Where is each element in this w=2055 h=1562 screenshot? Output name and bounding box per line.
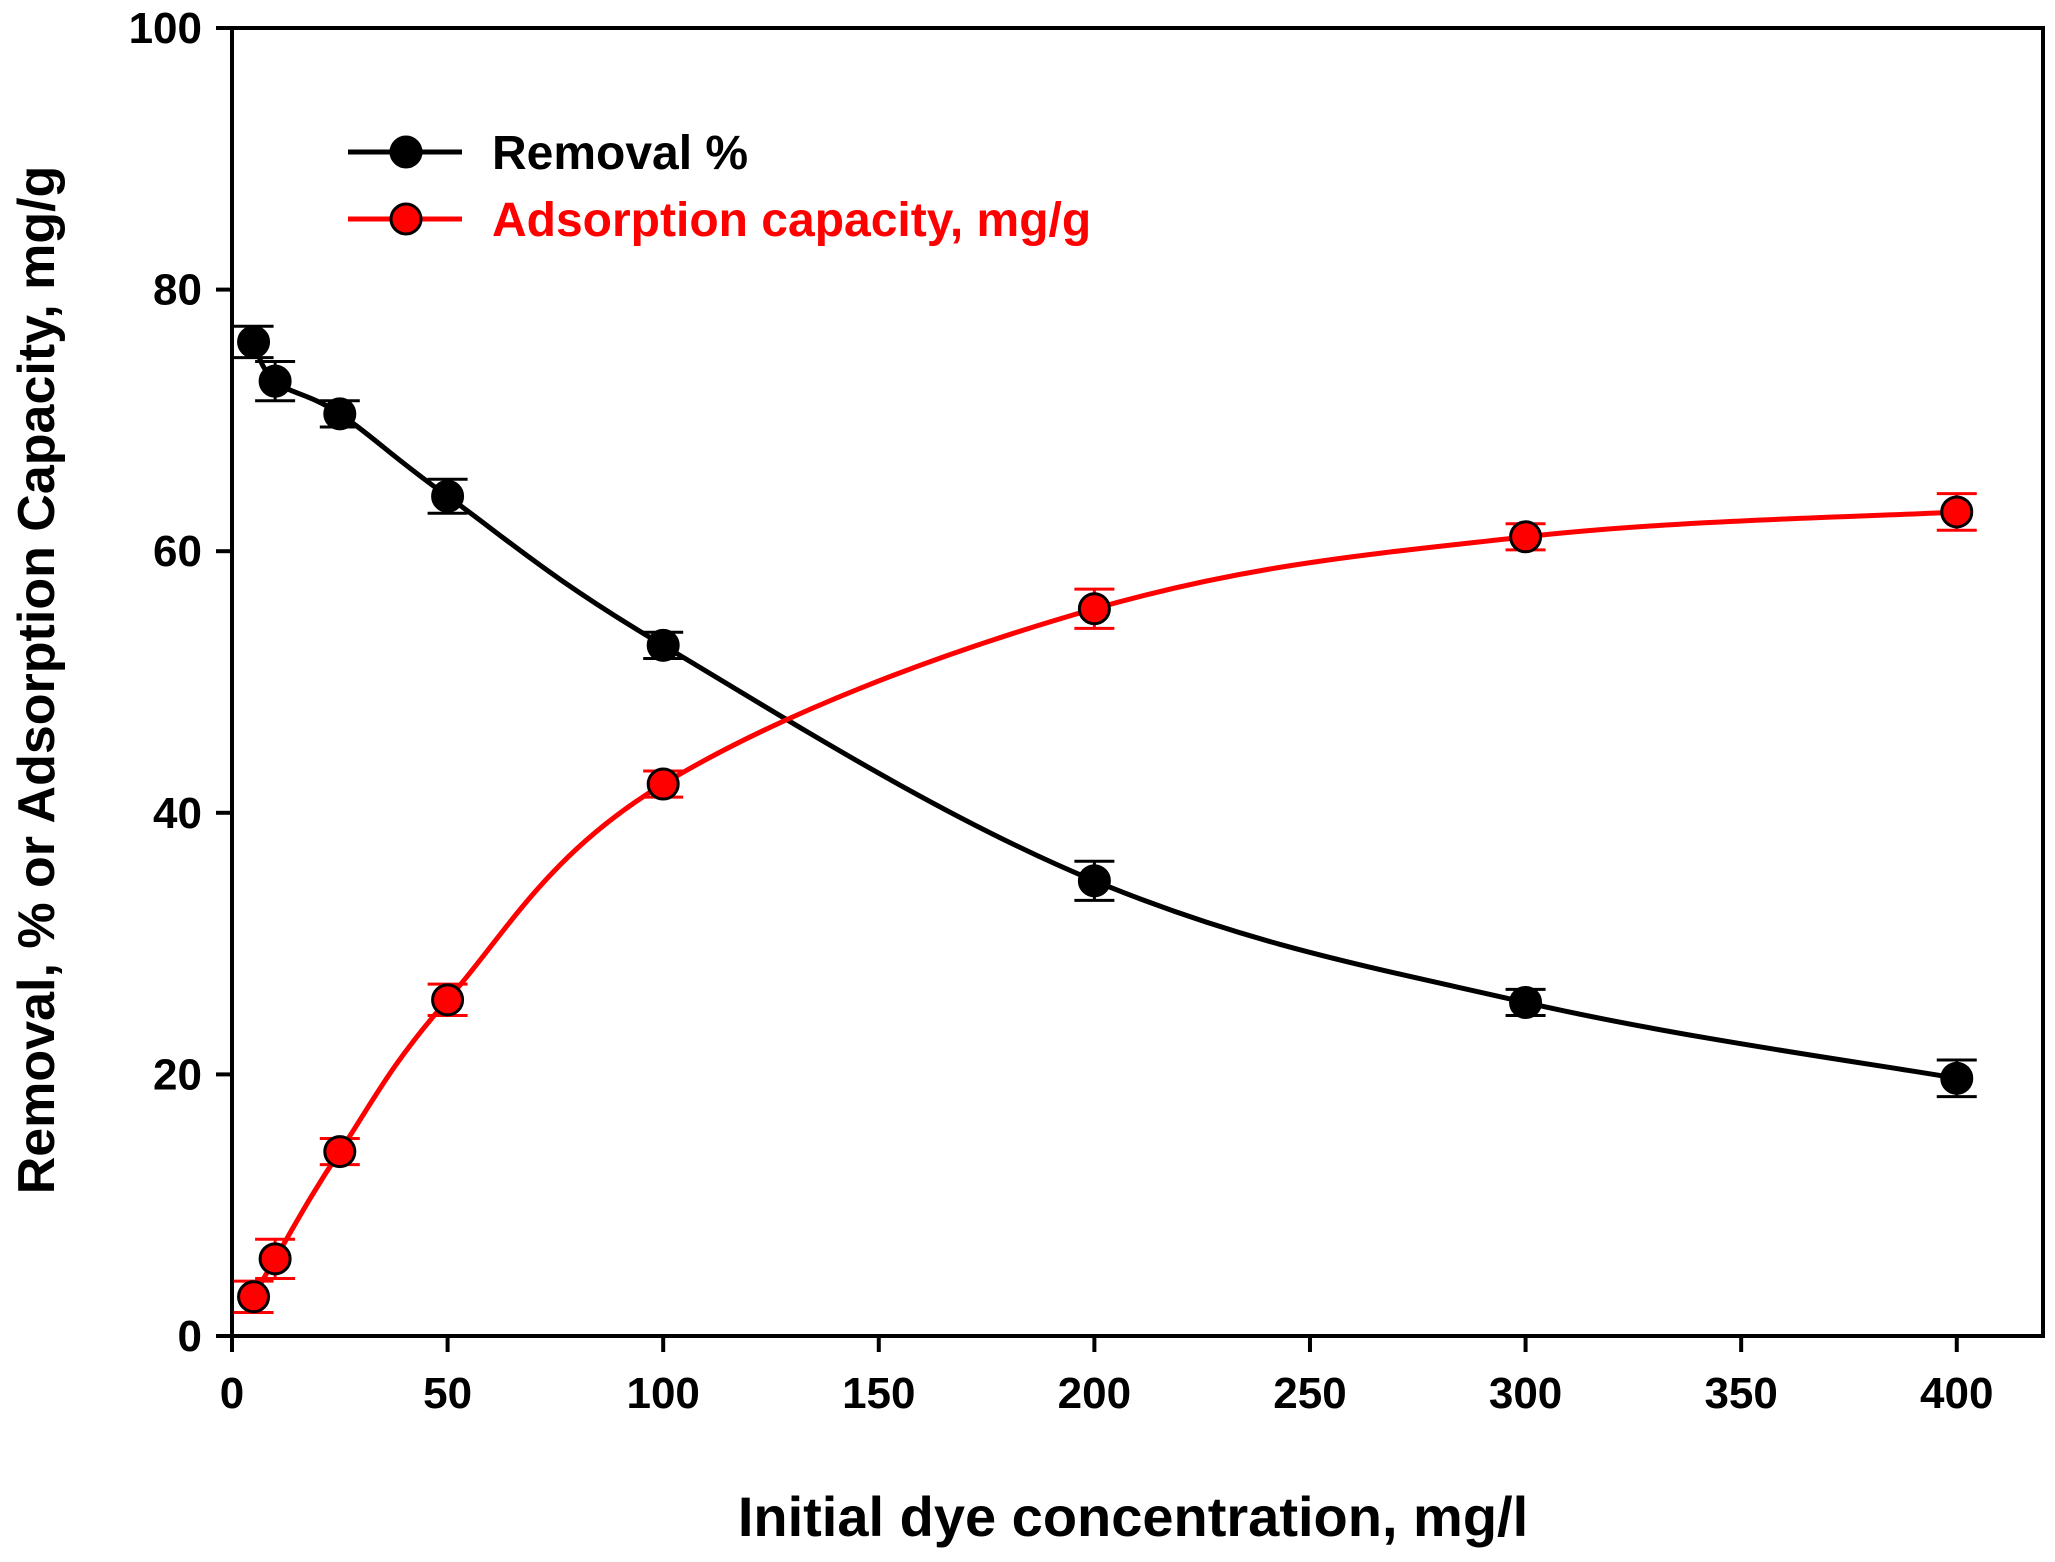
data-point — [237, 1280, 271, 1314]
legend-marker-removal — [389, 135, 423, 169]
x-tick-label: 50 — [423, 1369, 472, 1418]
series-adsorption — [233, 492, 1977, 1314]
x-tick-label: 350 — [1704, 1369, 1777, 1418]
data-point — [1077, 592, 1111, 626]
legend-entry-removal: Removal % — [348, 127, 748, 180]
data-point — [258, 1242, 292, 1276]
data-point — [431, 983, 465, 1017]
y-tick-label: 0 — [178, 1312, 202, 1361]
y-tick-label: 60 — [153, 527, 202, 576]
y-axis: 0 20 40 60 80 100 — [129, 4, 232, 1361]
data-point — [1509, 985, 1543, 1019]
series-line — [251, 340, 1958, 1081]
x-tick-label: 100 — [626, 1369, 699, 1418]
legend-label-removal: Removal % — [492, 127, 748, 180]
x-tick-label: 300 — [1489, 1369, 1562, 1418]
y-axis-title: Removal, % or Adsorption Capacity, mg/g — [8, 166, 66, 1195]
x-tick-label: 150 — [842, 1369, 915, 1418]
axes-frame — [230, 26, 2045, 1338]
legend-entry-adsorption: Adsorption capacity, mg/g — [348, 194, 1091, 247]
y-tick-label: 100 — [129, 4, 202, 53]
data-point — [431, 479, 465, 513]
data-point — [323, 1135, 357, 1169]
data-point — [1077, 864, 1111, 898]
x-tick-label: 400 — [1920, 1369, 1993, 1418]
y-tick-label: 40 — [153, 789, 202, 838]
y-tick-label: 80 — [153, 266, 202, 315]
data-point — [237, 325, 271, 359]
data-point — [646, 628, 680, 662]
legend-label-adsorption: Adsorption capacity, mg/g — [492, 194, 1091, 247]
x-axis-title: Initial dye concentration, mg/l — [738, 1485, 1528, 1548]
data-point — [258, 364, 292, 398]
y-tick-label: 20 — [153, 1050, 202, 1099]
data-point — [1509, 520, 1543, 554]
data-point — [323, 397, 357, 431]
series-layer — [233, 324, 1977, 1314]
legend: Removal % Adsorption capacity, mg/g — [348, 127, 1091, 247]
data-point — [1940, 495, 1974, 529]
x-tick-label: 0 — [220, 1369, 244, 1418]
x-tick-label: 250 — [1273, 1369, 1346, 1418]
x-axis: 0 50 100 150 200 250 300 350 400 — [220, 1336, 1993, 1418]
data-point — [646, 767, 680, 801]
plot-frame — [230, 26, 2045, 1338]
series-removal — [233, 324, 1977, 1099]
data-point — [1940, 1061, 1974, 1095]
x-tick-label: 200 — [1058, 1369, 1131, 1418]
legend-marker-adsorption — [389, 202, 423, 236]
